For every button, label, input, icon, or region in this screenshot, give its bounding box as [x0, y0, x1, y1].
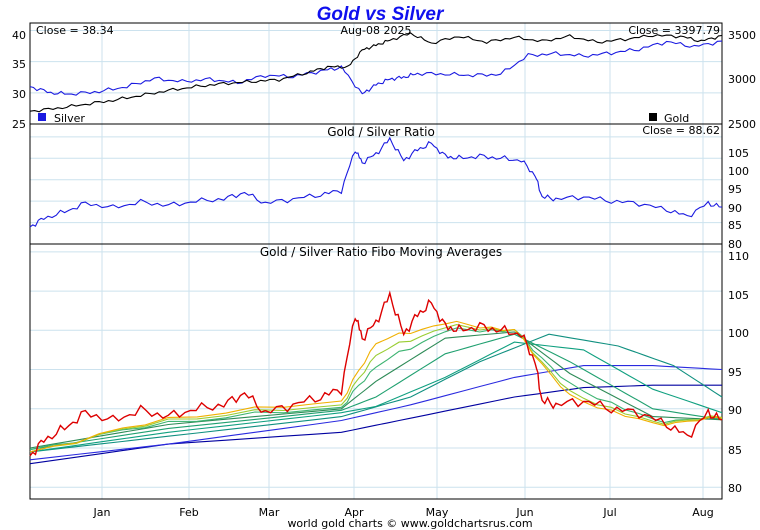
top-panel-lines [29, 32, 723, 113]
top-right-axis-ticks: 3500 3000 2500 [728, 29, 756, 131]
credit-text: world gold charts © www.goldchartsrus.co… [287, 517, 532, 530]
month-jul: Jul [602, 506, 616, 519]
middle-title: Gold / Silver Ratio [327, 125, 435, 139]
middle-header-right: Close = 88.62 [642, 124, 720, 137]
bottom-panel-frame [29, 243, 723, 500]
bottom-panel-grid [30, 244, 722, 499]
silver-price-line [29, 40, 723, 96]
gold-silver-ratio-line [29, 136, 723, 228]
chart-title: Gold vs Silver [317, 4, 445, 25]
top-panel: Close = 38.34 Aug-08 2025 Close = 3397.7… [12, 22, 756, 131]
x-axis-month-ticks: Jan Feb Mar Apr May Jun Jul Aug [93, 506, 714, 519]
bottom-panel-lines [29, 290, 723, 465]
top-left-tick-35: 35 [12, 58, 26, 71]
bottom-panel: Gold / Silver Ratio Fibo Moving Averages… [29, 243, 749, 519]
month-mar: Mar [259, 506, 280, 519]
fibo-ma-line-2 [29, 324, 723, 453]
month-feb: Feb [179, 506, 198, 519]
bot-tick-100: 100 [728, 327, 749, 340]
top-header-left: Close = 38.34 [36, 24, 114, 37]
fibo-ma-line-6 [29, 341, 723, 453]
mid-tick-100: 100 [728, 165, 749, 178]
middle-panel-grid [30, 124, 722, 244]
bottom-right-axis-ticks: 110 105 100 95 90 85 80 [728, 250, 749, 495]
legend-silver-label: Silver [54, 112, 85, 125]
top-left-tick-30: 30 [12, 88, 26, 101]
middle-right-axis-ticks: 105 100 95 90 85 80 [728, 147, 749, 251]
top-header-right: Close = 3397.79 [628, 24, 720, 37]
bottom-title: Gold / Silver Ratio Fibo Moving Averages [260, 245, 502, 259]
top-panel-grid [30, 23, 722, 124]
month-jan: Jan [93, 506, 111, 519]
middle-panel-lines [29, 136, 723, 228]
fibo-ma-line-4 [29, 331, 723, 449]
top-right-tick-2500: 2500 [728, 118, 756, 131]
bot-tick-90: 90 [728, 404, 742, 417]
top-left-tick-25: 25 [12, 118, 26, 131]
fibo-ma-line-0 [29, 290, 723, 457]
mid-tick-95: 95 [728, 183, 742, 196]
middle-panel-frame [29, 123, 723, 245]
month-apr: Apr [344, 506, 364, 519]
month-aug: Aug [692, 506, 713, 519]
top-left-axis-ticks: 40 35 30 25 [12, 29, 26, 131]
bot-tick-95: 95 [728, 366, 742, 379]
top-left-tick-40: 40 [12, 29, 26, 42]
top-panel-frame [29, 22, 723, 125]
top-right-tick-3500: 3500 [728, 29, 756, 42]
mid-tick-90: 90 [728, 202, 742, 215]
legend-gold-label: Gold [664, 112, 689, 125]
top-header-center: Aug-08 2025 [341, 24, 412, 37]
mid-tick-80: 80 [728, 238, 742, 251]
fibo-ma-line-9 [29, 384, 722, 465]
gold-price-line [29, 32, 723, 113]
fibo-ma-line-5 [29, 333, 723, 451]
bot-tick-85: 85 [728, 444, 742, 457]
mid-tick-105: 105 [728, 147, 749, 160]
legend-gold-swatch [649, 113, 657, 121]
month-jun: Jun [515, 506, 533, 519]
month-may: May [426, 506, 449, 519]
middle-panel: Gold / Silver Ratio Close = 88.62 105 10… [29, 123, 749, 251]
mid-tick-85: 85 [728, 219, 742, 232]
legend-silver-swatch [38, 113, 46, 121]
top-right-tick-3000: 3000 [728, 73, 756, 86]
fibo-ma-line-7 [29, 333, 723, 453]
bot-tick-80: 80 [728, 482, 742, 495]
bot-tick-105: 105 [728, 289, 749, 302]
fibo-ma-line-8 [29, 365, 723, 461]
bot-tick-110: 110 [728, 250, 749, 263]
